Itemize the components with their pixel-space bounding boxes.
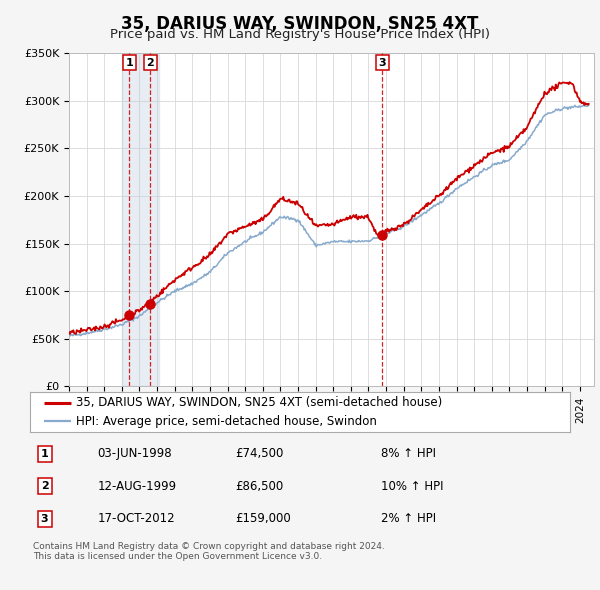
- Text: 10% ↑ HPI: 10% ↑ HPI: [381, 480, 443, 493]
- Text: £74,500: £74,500: [235, 447, 284, 460]
- Bar: [122, 53, 159, 386]
- Text: 17-OCT-2012: 17-OCT-2012: [97, 512, 175, 525]
- Text: 3: 3: [41, 514, 49, 524]
- Text: HPI: Average price, semi-detached house, Swindon: HPI: Average price, semi-detached house,…: [76, 415, 377, 428]
- Text: 1: 1: [125, 58, 133, 68]
- Text: 03-JUN-1998: 03-JUN-1998: [97, 447, 172, 460]
- Text: Price paid vs. HM Land Registry's House Price Index (HPI): Price paid vs. HM Land Registry's House …: [110, 28, 490, 41]
- Text: 3: 3: [379, 58, 386, 68]
- Text: £159,000: £159,000: [235, 512, 291, 525]
- Text: £86,500: £86,500: [235, 480, 283, 493]
- Text: 2: 2: [41, 481, 49, 491]
- Text: 2% ↑ HPI: 2% ↑ HPI: [381, 512, 436, 525]
- Text: 1: 1: [41, 448, 49, 458]
- Text: Contains HM Land Registry data © Crown copyright and database right 2024.
This d: Contains HM Land Registry data © Crown c…: [33, 542, 385, 561]
- Text: 35, DARIUS WAY, SWINDON, SN25 4XT (semi-detached house): 35, DARIUS WAY, SWINDON, SN25 4XT (semi-…: [76, 396, 442, 409]
- Text: 12-AUG-1999: 12-AUG-1999: [97, 480, 176, 493]
- Text: 35, DARIUS WAY, SWINDON, SN25 4XT: 35, DARIUS WAY, SWINDON, SN25 4XT: [121, 15, 479, 33]
- Text: 8% ↑ HPI: 8% ↑ HPI: [381, 447, 436, 460]
- Text: 2: 2: [146, 58, 154, 68]
